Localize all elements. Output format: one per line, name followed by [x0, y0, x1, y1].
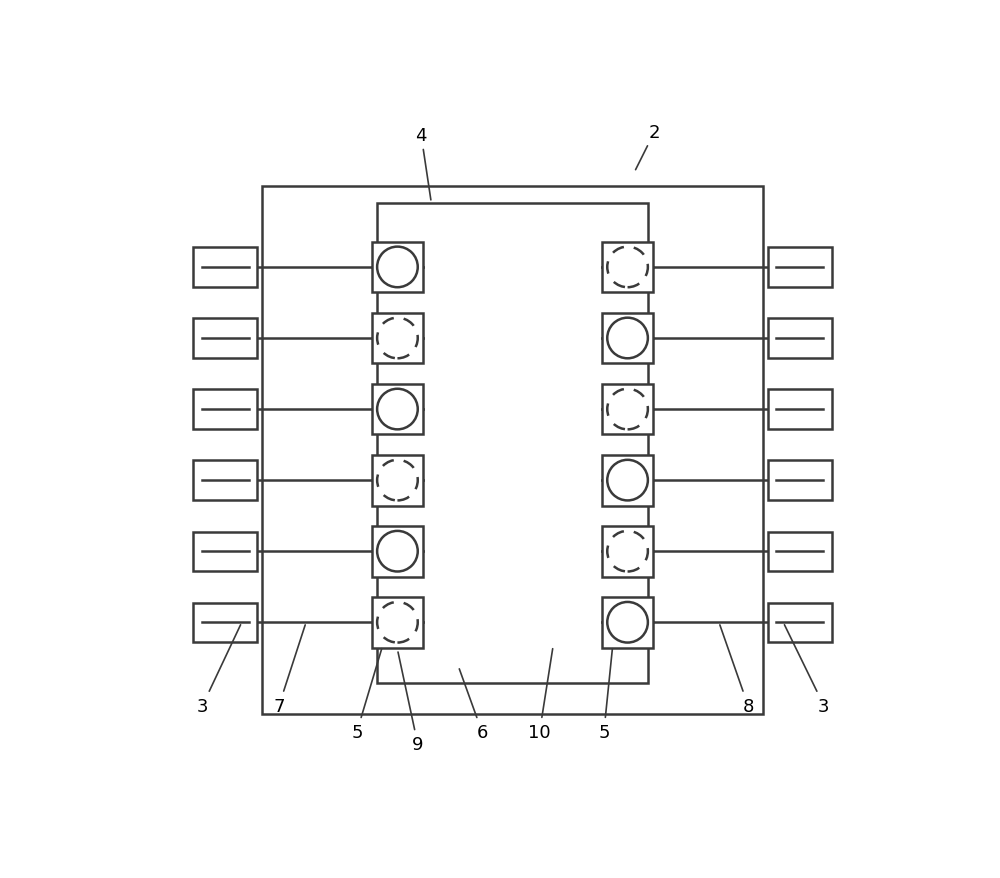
Text: 3: 3	[784, 625, 830, 715]
Text: 10: 10	[528, 649, 553, 741]
Text: 5: 5	[598, 649, 612, 741]
Bar	[602, 526, 653, 577]
Text: 7: 7	[273, 625, 305, 715]
Bar	[372, 597, 423, 648]
Circle shape	[377, 248, 418, 288]
Circle shape	[607, 602, 648, 643]
Text: 4: 4	[415, 126, 431, 201]
Circle shape	[607, 248, 648, 288]
Bar	[262, 186, 763, 714]
Bar	[193, 461, 257, 500]
Bar	[768, 532, 832, 572]
Bar	[372, 455, 423, 506]
Bar	[372, 385, 423, 435]
Bar	[768, 603, 832, 642]
Bar	[768, 461, 832, 500]
Bar	[768, 248, 832, 287]
Circle shape	[377, 389, 418, 430]
Circle shape	[607, 460, 648, 500]
Bar	[193, 248, 257, 287]
Text: 2: 2	[636, 124, 660, 170]
Bar	[602, 455, 653, 506]
Circle shape	[377, 319, 418, 359]
Bar	[602, 385, 653, 435]
Text: 8: 8	[720, 625, 754, 715]
Bar	[193, 603, 257, 642]
Bar	[193, 319, 257, 358]
Circle shape	[607, 319, 648, 359]
Bar	[602, 597, 653, 648]
Bar	[372, 242, 423, 293]
Bar	[377, 204, 648, 683]
Text: 5: 5	[351, 649, 382, 741]
Circle shape	[377, 460, 418, 500]
Bar	[602, 313, 653, 364]
Text: 6: 6	[459, 669, 488, 741]
Text: 3: 3	[197, 625, 241, 715]
Circle shape	[377, 602, 418, 643]
Circle shape	[377, 531, 418, 572]
Bar	[372, 313, 423, 364]
Bar	[193, 532, 257, 572]
Circle shape	[607, 389, 648, 430]
Circle shape	[607, 531, 648, 572]
Bar	[372, 526, 423, 577]
Bar	[768, 390, 832, 429]
Bar	[193, 390, 257, 429]
Bar	[768, 319, 832, 358]
Text: 9: 9	[398, 652, 423, 753]
Bar	[602, 242, 653, 293]
